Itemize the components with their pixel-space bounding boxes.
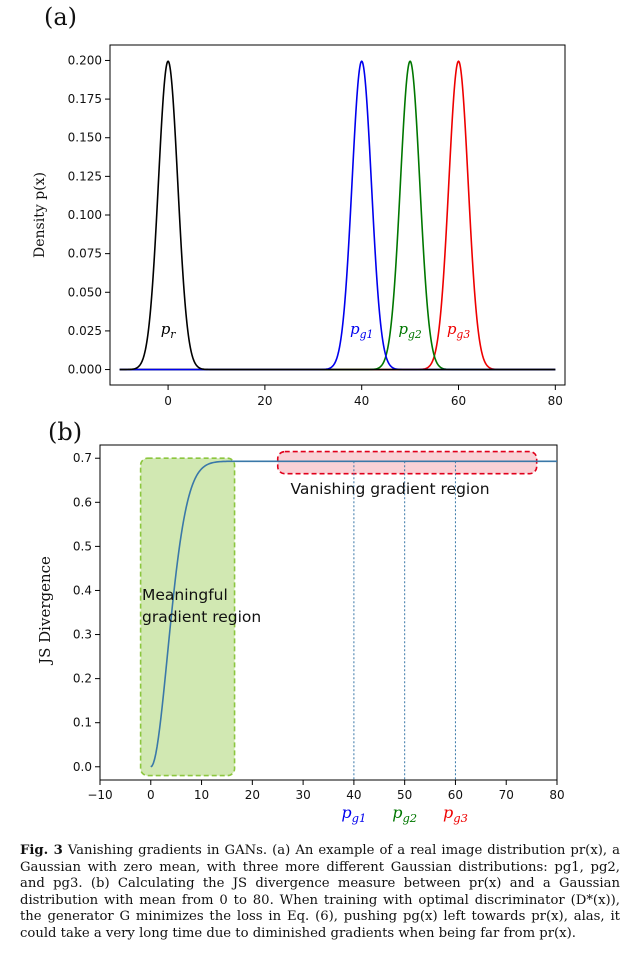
vanishing-region-label: Vanishing gradient region xyxy=(290,480,489,498)
marker-label-p-g1-sub: g1 xyxy=(352,811,367,825)
panel-b-regions xyxy=(139,450,538,777)
panel-b-series xyxy=(150,460,557,768)
panel-b-ytick-label: 0.2 xyxy=(73,672,92,686)
vanishing-gradient-region xyxy=(276,450,538,475)
panel-a-xtick-label: 20 xyxy=(257,394,272,408)
panel-b-ytick-label: 0.6 xyxy=(73,495,92,509)
panel-a-xtick-label: 60 xyxy=(451,394,466,408)
meaningful-region-label-line: Meaningful xyxy=(142,586,228,604)
panel-a-ytick-label: 0.025 xyxy=(68,324,102,338)
panel-a-series xyxy=(119,60,556,371)
panel-b-xtick-label: 10 xyxy=(194,788,209,802)
panel-b-marker-labels: pg1 pg2 pg3 xyxy=(341,803,468,825)
panel-b-xtick-label: 30 xyxy=(295,788,310,802)
figure: (a) Density p(x) 0.0000.0250.0500.0750.1… xyxy=(32,3,566,825)
panel-a-ytick-label: 0.100 xyxy=(68,208,102,222)
annotation-p-g2: pg2 xyxy=(398,320,422,341)
marker-label-p-g1: pg1 xyxy=(341,803,366,825)
annotation-p-g2-base: p xyxy=(398,320,408,338)
panel-b-xtick-label: −10 xyxy=(87,788,112,802)
caption-text: Vanishing gradients in GANs. (a) An exam… xyxy=(20,843,620,941)
panel-a-ylabel: Density p(x) xyxy=(32,172,48,258)
panel-b-xticks: −10 0 10 20 30 40 50 60 70 80 xyxy=(87,780,565,802)
panel-b-ytick-label: 0.4 xyxy=(73,583,92,597)
panel-b: (b) JS Divergence Meaningful gradient reg… xyxy=(36,418,565,825)
panel-a-ytick-label: 0.125 xyxy=(68,169,102,183)
annotation-p-g3-sub: g3 xyxy=(456,328,470,341)
panel-a-yticks: 0.000 0.025 0.050 0.075 0.100 0.125 0.150 0.175… xyxy=(68,53,110,377)
annotation-p-g1-base: p xyxy=(350,320,360,338)
panel-b-region-labels: Meaningful gradient region Vanishing gradi… xyxy=(142,480,490,626)
figure-caption: Fig. 3 Vanishing gradients in GANs. (a) … xyxy=(20,843,620,942)
panel-b-xtick-label: 80 xyxy=(549,788,564,802)
annotation-p-r: pr xyxy=(161,320,177,341)
panel-b-xtick-label: 70 xyxy=(499,788,514,802)
caption-label: Fig. 3 xyxy=(20,843,63,858)
panel-b-markers xyxy=(353,461,456,780)
panel-a-ytick-label: 0.200 xyxy=(68,53,102,67)
panel-a-ytick-label: 0.000 xyxy=(68,363,102,377)
series-line-p-r xyxy=(119,60,556,371)
marker-label-p-g1-base: p xyxy=(341,803,351,822)
panel-a-ytick-label: 0.175 xyxy=(68,92,102,106)
annotation-p-g2-sub: g2 xyxy=(408,328,422,341)
marker-label-p-g2: pg2 xyxy=(392,803,417,825)
panel-b-ytick-label: 0.1 xyxy=(73,716,92,730)
series-line-p-g3 xyxy=(119,60,556,371)
annotation-p-r-sub: r xyxy=(170,328,176,341)
annotation-p-g1-sub: g1 xyxy=(360,328,374,341)
panel-a-letter: (a) xyxy=(44,3,77,31)
panel-b-yticks: 0.0 0.1 0.2 0.3 0.4 0.5 0.6 0.7 xyxy=(73,451,100,774)
panel-a: (a) Density p(x) 0.000 0.025 0.050 0.075 0.1… xyxy=(32,3,566,408)
panel-a-annotations: pr pg1 pg2 pg3 xyxy=(161,320,471,341)
marker-label-p-g3-base: p xyxy=(443,803,453,822)
annotation-p-g3: pg3 xyxy=(447,320,471,341)
marker-label-p-g3-sub: g3 xyxy=(453,811,468,825)
panel-b-ytick-label: 0.3 xyxy=(73,628,92,642)
panel-b-plot-frame xyxy=(99,444,558,781)
panel-b-xtick-label: 50 xyxy=(397,788,412,802)
panel-b-xtick-label: 20 xyxy=(245,788,260,802)
panel-a-xticks: 0 20 40 60 80 xyxy=(164,385,563,408)
panel-a-ytick-label: 0.050 xyxy=(68,285,102,299)
annotation-p-g3-base: p xyxy=(447,320,457,338)
marker-label-p-g2-sub: g2 xyxy=(402,811,417,825)
panel-a-xtick-label: 80 xyxy=(548,394,563,408)
panel-b-ytick-label: 0.5 xyxy=(73,539,92,553)
panel-a-ytick-label: 0.150 xyxy=(68,131,102,145)
panel-b-ytick-label: 0.0 xyxy=(73,760,92,774)
panel-a-xtick-label: 40 xyxy=(354,394,369,408)
panel-a-xtick-label: 0 xyxy=(164,394,172,408)
panel-b-ytick-label: 0.7 xyxy=(73,451,92,465)
panel-b-ylabel: JS Divergence xyxy=(36,556,54,666)
series-line-p-g1 xyxy=(119,60,556,371)
marker-label-p-g3: pg3 xyxy=(443,803,468,825)
annotation-p-g1: pg1 xyxy=(350,320,373,341)
panel-b-xtick-label: 0 xyxy=(147,788,155,802)
panel-b-xtick-label: 60 xyxy=(448,788,463,802)
series-line-p-g2 xyxy=(119,60,556,371)
marker-label-p-g2-base: p xyxy=(392,803,402,822)
meaningful-gradient-region xyxy=(139,457,236,777)
meaningful-region-label-line: gradient region xyxy=(142,608,261,626)
panel-a-plot-frame xyxy=(109,44,566,386)
panel-b-xtick-label: 40 xyxy=(346,788,361,802)
panel-b-letter: (b) xyxy=(48,418,82,446)
js-divergence-line xyxy=(150,460,557,768)
panel-a-ytick-label: 0.075 xyxy=(68,247,102,261)
annotation-p-r-base: p xyxy=(161,320,171,338)
